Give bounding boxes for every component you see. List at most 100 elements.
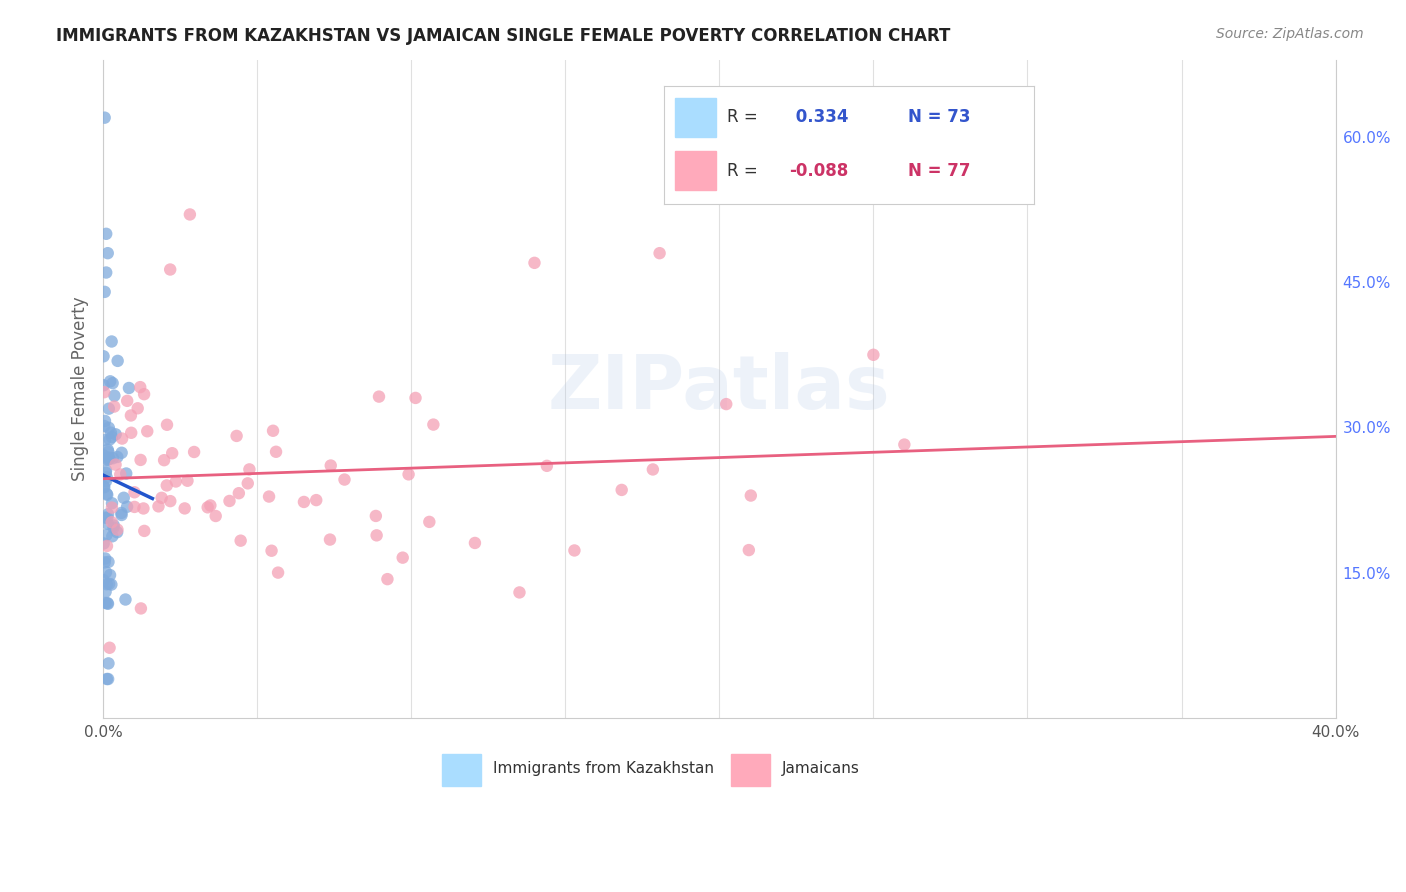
Point — [160, 446, 183, 460]
Point — [111, 446, 134, 460]
Point — [153, 453, 176, 467]
Point — [104, 427, 127, 442]
Point — [93, 449, 115, 463]
Point — [96, 266, 118, 280]
Point — [136, 424, 159, 438]
Point — [200, 499, 222, 513]
Point — [94, 414, 117, 428]
Point — [96, 528, 118, 542]
Point — [418, 515, 440, 529]
Point — [156, 417, 179, 432]
Point — [96, 227, 118, 241]
Point — [97, 246, 120, 260]
Point — [238, 462, 260, 476]
Point — [98, 374, 121, 388]
Point — [93, 349, 115, 363]
Point — [98, 433, 121, 447]
Point — [96, 453, 118, 467]
Point — [159, 262, 181, 277]
Point — [260, 543, 283, 558]
Point — [129, 601, 152, 615]
Point — [377, 572, 399, 586]
Point — [132, 387, 155, 401]
Point — [96, 539, 118, 553]
Point — [228, 486, 250, 500]
Point — [366, 528, 388, 542]
Point — [267, 566, 290, 580]
Point — [101, 451, 124, 466]
Point — [105, 525, 128, 540]
Point — [115, 500, 138, 514]
Point — [159, 494, 181, 508]
Point — [94, 596, 117, 610]
Point — [738, 543, 761, 558]
Point — [94, 566, 117, 580]
Point — [229, 533, 252, 548]
Text: Source: ZipAtlas.com: Source: ZipAtlas.com — [1216, 27, 1364, 41]
Point — [98, 568, 121, 582]
Point — [97, 516, 120, 531]
Point — [94, 433, 117, 447]
Point — [305, 493, 328, 508]
Point — [740, 489, 762, 503]
Point — [100, 577, 122, 591]
Point — [124, 500, 146, 514]
Point — [114, 592, 136, 607]
Point — [183, 445, 205, 459]
Point — [292, 495, 315, 509]
Point — [101, 529, 124, 543]
Y-axis label: Single Female Poverty: Single Female Poverty — [72, 296, 89, 481]
Point — [218, 494, 240, 508]
Point — [94, 463, 117, 477]
Point — [648, 246, 671, 260]
Point — [103, 389, 125, 403]
Text: IMMIGRANTS FROM KAZAKHSTAN VS JAMAICAN SINGLE FEMALE POVERTY CORRELATION CHART: IMMIGRANTS FROM KAZAKHSTAN VS JAMAICAN S… — [56, 27, 950, 45]
Point — [156, 478, 179, 492]
Point — [134, 524, 156, 538]
Point — [127, 401, 149, 416]
Point — [176, 474, 198, 488]
Point — [97, 672, 120, 686]
Point — [129, 453, 152, 467]
Point — [115, 393, 138, 408]
Point — [93, 479, 115, 493]
Point — [179, 207, 201, 221]
Point — [97, 442, 120, 457]
Point — [103, 400, 125, 414]
Point — [97, 445, 120, 459]
Point — [129, 380, 152, 394]
Point — [110, 508, 132, 522]
Point — [93, 285, 115, 299]
Point — [236, 476, 259, 491]
Point — [641, 462, 664, 476]
Point — [110, 467, 132, 482]
Point — [262, 424, 284, 438]
Point — [101, 496, 124, 510]
Point — [132, 501, 155, 516]
Point — [105, 450, 128, 464]
Point — [165, 475, 187, 489]
Point — [98, 640, 121, 655]
Point — [100, 425, 122, 440]
Point — [508, 585, 530, 599]
Point — [98, 577, 121, 591]
Point — [103, 518, 125, 533]
Point — [93, 536, 115, 550]
Point — [391, 550, 413, 565]
Point — [464, 536, 486, 550]
Point — [115, 467, 138, 481]
Point — [96, 470, 118, 484]
Point — [93, 378, 115, 392]
Point — [96, 577, 118, 591]
Point — [716, 397, 738, 411]
Point — [103, 521, 125, 535]
Point — [148, 500, 170, 514]
Point — [120, 425, 142, 440]
Point — [204, 508, 226, 523]
Text: ZIPatlas: ZIPatlas — [548, 352, 890, 425]
Point — [398, 467, 420, 482]
Point — [93, 573, 115, 587]
Point — [96, 672, 118, 686]
Point — [93, 419, 115, 434]
Point — [107, 523, 129, 537]
